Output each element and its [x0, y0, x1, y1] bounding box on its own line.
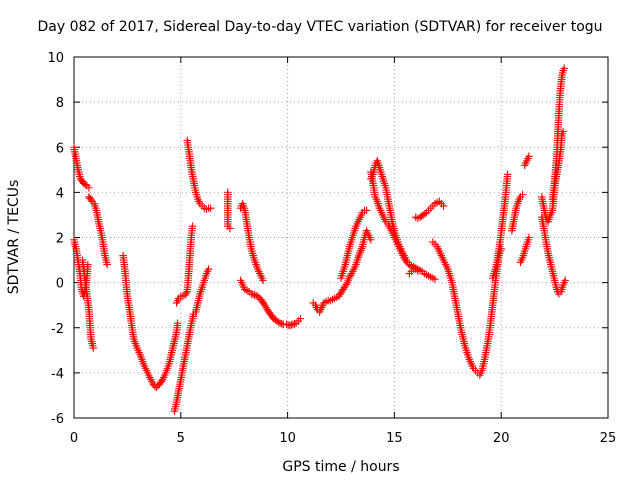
data-point [173, 319, 182, 327]
y-tick-label: 10 [47, 51, 64, 66]
data-point [525, 233, 533, 242]
axis-ticks: 0 5 10 15 20 25 -6 -4 -2 0 2 4 6 8 10 [47, 51, 616, 446]
series-s06 [170, 310, 198, 415]
data-point [87, 196, 95, 204]
y-axis-label: SDTVAR / TECUs [6, 180, 22, 295]
x-tick-label: 0 [70, 431, 78, 446]
series-s20 [488, 170, 512, 282]
y-tick-label: 4 [56, 186, 64, 201]
series-s25 [538, 213, 570, 298]
data-point [250, 291, 259, 299]
y-tick-label: 2 [56, 232, 64, 247]
y-tick-label: -6 [51, 412, 64, 427]
data-point [259, 276, 267, 285]
data-point [188, 222, 197, 230]
series-s17 [405, 265, 418, 278]
series-s18 [412, 197, 448, 223]
series-s19 [429, 238, 505, 379]
series-s08 [183, 136, 215, 214]
series-s14 [337, 206, 371, 282]
data-point [439, 202, 448, 210]
y-tick-label: 6 [56, 141, 64, 156]
series-s13 [309, 226, 375, 316]
data-point [561, 276, 570, 285]
series-s05 [119, 251, 182, 392]
series-s04 [85, 193, 111, 269]
x-tick-label: 10 [279, 431, 296, 446]
data-point [518, 190, 527, 199]
data-point [103, 260, 111, 269]
series-s09 [192, 265, 213, 316]
data-point [409, 265, 418, 273]
data-point [85, 184, 93, 192]
data-point [296, 314, 305, 323]
y-tick-label: -2 [51, 322, 64, 337]
series-s23 [520, 152, 533, 170]
data-point [89, 344, 97, 352]
series-s26 [548, 64, 568, 203]
data-point [282, 320, 291, 329]
data-point [362, 206, 371, 215]
x-tick-label: 25 [600, 431, 617, 446]
data-point [367, 236, 375, 244]
data-point [560, 64, 568, 73]
data-point [503, 170, 512, 179]
x-axis-label: GPS time / hours [282, 459, 399, 475]
series-s22 [516, 233, 533, 267]
series-s16 [367, 168, 439, 283]
data-point [289, 320, 297, 329]
data-point [226, 224, 234, 233]
x-tick-label: 20 [493, 431, 510, 446]
series-s11 [236, 276, 305, 330]
data-points [70, 64, 570, 415]
chart-title: Day 082 of 2017, Sidereal Day-to-day VTE… [37, 19, 602, 35]
x-tick-label: 15 [386, 431, 403, 446]
series-s12 [236, 199, 267, 285]
data-point [204, 265, 213, 273]
data-point [525, 152, 533, 161]
series-s07 [172, 222, 197, 307]
y-tick-label: -4 [51, 367, 64, 382]
x-tick-label: 5 [177, 431, 185, 446]
series-s01 [70, 143, 93, 192]
data-point [206, 204, 215, 212]
y-tick-label: 0 [56, 277, 64, 292]
series-s10 [224, 188, 234, 233]
series-s03 [78, 256, 97, 352]
data-point [431, 275, 439, 283]
y-tick-label: 8 [56, 96, 64, 111]
data-point [157, 377, 166, 385]
series-s21 [508, 190, 527, 235]
